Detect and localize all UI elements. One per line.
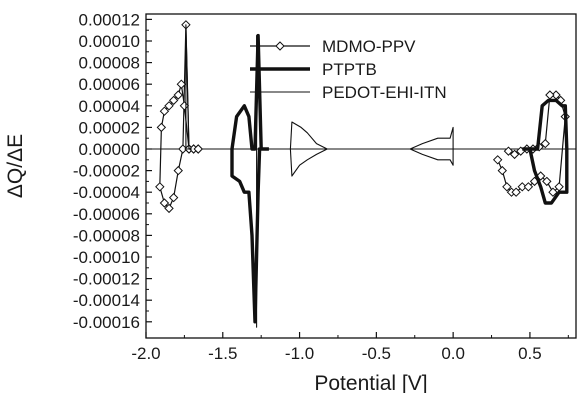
y-tick-label: 0.00000 (79, 140, 140, 159)
series-marker (179, 101, 190, 111)
series-marker (523, 182, 534, 192)
series-marker (164, 101, 174, 111)
series-marker (502, 182, 512, 192)
y-tick-label: 0.00002 (79, 118, 140, 137)
series-marker (168, 95, 179, 106)
y-tick-label: 0.00004 (79, 97, 140, 116)
series-line-1-0 (230, 33, 269, 324)
y-tick-label: -0.00016 (73, 313, 140, 332)
legend-label: PEDOT-EHI-ITN (322, 83, 447, 102)
y-tick-label: -0.00010 (73, 248, 140, 267)
x-axis-title: Potential [V] (314, 372, 427, 393)
series-line-1-1 (522, 98, 569, 205)
series-marker (155, 182, 165, 192)
series-marker (517, 182, 527, 192)
plot-frame (145, 13, 577, 339)
series-marker (193, 144, 203, 154)
series-marker (159, 198, 170, 208)
series-marker (173, 165, 183, 176)
series-marker (173, 90, 183, 100)
x-tick-label: -0.5 (362, 344, 391, 363)
series-marker (545, 90, 555, 100)
series-marker (548, 187, 558, 197)
series-marker (542, 176, 552, 187)
series-line-0-1 (497, 94, 566, 193)
series-line-2-3 (409, 126, 454, 166)
y-tick-label: -0.00002 (73, 162, 140, 181)
y-tick-label: 0.00006 (79, 75, 140, 94)
y-axis-title: ΔQ/ΔE (4, 134, 27, 198)
y-tick-label: 0.00008 (79, 54, 140, 73)
x-tick-label: 0.5 (518, 344, 542, 363)
series-line-2-2 (289, 121, 339, 177)
series-marker (497, 165, 507, 176)
legend-label: MDMO-PPV (322, 37, 416, 56)
series-marker (168, 192, 179, 203)
series-marker (492, 155, 503, 165)
legend: MDMO-PPV PTPTB PEDOT-EHI-ITN (250, 37, 447, 102)
x-tick-label: -1.0 (285, 344, 314, 363)
series-line-2-0 (185, 24, 193, 150)
x-tick-label: -1.5 (208, 344, 237, 363)
y-tick-label: -0.00004 (73, 183, 140, 202)
legend-label: PTPTB (322, 60, 377, 79)
x-tick-label: -2.0 (131, 344, 160, 363)
series-marker (540, 138, 550, 149)
series-marker (159, 106, 170, 116)
axes: 0.00012 0.00010 0.00008 0.00006 0.00004 0.000… (4, 10, 577, 393)
series-marker (509, 149, 520, 160)
series-marker (176, 79, 187, 89)
y-tick-label: 0.00010 (79, 32, 140, 51)
series-marker (503, 146, 514, 156)
y-tick-label: -0.00006 (73, 205, 140, 224)
y-tick-label: -0.00012 (73, 270, 140, 289)
y-tick-label: -0.00014 (73, 291, 140, 310)
legend-marker (275, 41, 285, 51)
x-tick-label: 0.0 (441, 344, 465, 363)
y-tick-label: -0.00008 (73, 226, 140, 245)
series-marker (164, 203, 174, 214)
series-line-0-0 (159, 24, 199, 209)
series-marker (511, 187, 521, 197)
series-marker (156, 122, 167, 133)
y-tick-label: 0.00012 (79, 10, 140, 29)
